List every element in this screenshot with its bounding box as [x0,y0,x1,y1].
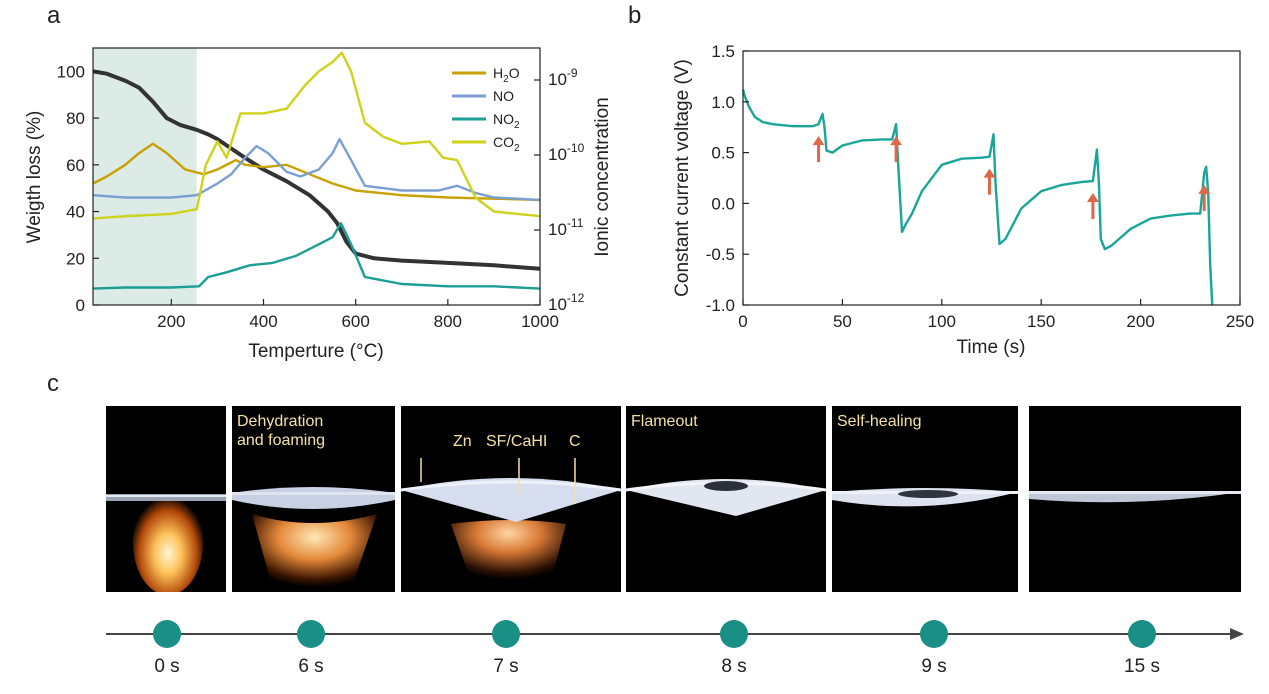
chart-b-ytick-label: 0.5 [711,144,735,163]
chart-a-y2tick-label: 10-9 [548,66,578,89]
photo-marker-sf-cahi: SF/CaHI [486,433,548,450]
chart-a-y2label: Ionic concentration [592,97,613,257]
chart-a-ytick-label: 20 [66,249,85,268]
chart-a-series-no2 [92,221,541,290]
chart-b-xtick-label: 50 [833,312,852,331]
chart-b-ticks: 0 50 100 150 200 250 -1.0 -0.5 0.0 0.5 1.0 1.5 [706,42,1254,331]
chart-a-y2tick-label: 10-12 [548,291,585,314]
chart-b-ytick-label: 1.0 [711,93,735,112]
chart-a-xtick-label: 800 [434,312,462,331]
chart-b-xtick-label: 200 [1126,312,1154,331]
chart-b-xtick-label: 150 [1027,312,1055,331]
timeline-dot [492,620,520,648]
photo-label-dehydration-line1: Dehydration [237,413,324,430]
timeline-label: 7 s [493,656,518,677]
panel-letter-b: b [628,2,642,29]
chart-b-ytick-label: 1.5 [711,42,735,61]
chart-b-ytick-label: -0.5 [706,245,735,264]
chart-a-ytick-label: 60 [66,156,85,175]
chart-b-arrow-head [1198,184,1211,194]
chart-a-ytick-label: 80 [66,109,85,128]
chart-a-frame [92,47,541,306]
chart-b-ylabel: Constant current voltage (V) [672,59,693,297]
photo-9s: Self-healing [832,406,1018,592]
timeline-label: 9 s [921,656,946,677]
chart-a-y2tick-label: 10-10 [548,141,585,164]
chart-a-legend: H2O NO NO2 CO2 [452,65,520,154]
photo-label-flameout: Flameout [631,413,698,430]
chart-b-series-group [741,89,1214,306]
photo-0s [106,406,226,592]
timeline-label: 6 s [298,656,323,677]
timeline-label: 0 s [154,656,179,677]
chart-a-ytick-label: 0 [76,296,85,315]
timeline-dot [1128,620,1156,648]
panel-letter-a: a [47,2,61,29]
photo-15s [1029,406,1241,592]
chart-a-xtick-label: 600 [341,312,369,331]
chart-a-ytick-label: 40 [66,203,85,222]
timeline-points: 0 s 6 s 7 s 8 s 9 s 15 s [153,620,1160,677]
chart-b-arrow-head [983,168,996,178]
chart-a-legend-label-co2: CO2 [493,134,520,154]
photo-marker-zn: Zn [453,433,472,450]
timeline-dot [153,620,181,648]
chart-b-arrows [812,136,1211,220]
chart-a-series-no [92,137,541,202]
timeline-dot [920,620,948,648]
timeline-label: 8 s [721,656,746,677]
chart-b-ytick-label: -1.0 [706,296,735,315]
chart-a-xtick-label: 200 [157,312,185,331]
timeline-label: 15 s [1124,656,1160,677]
chart-a-legend-label-h2o: H2O [493,65,520,85]
chart-a-xtick-label: 1000 [521,312,559,331]
chart-a-ytick-label: 100 [57,62,85,81]
chart-b-arrow-head [890,136,903,146]
chart-b: 0 50 100 150 200 250 -1.0 -0.5 0.0 0.5 1.0 1.5 Time… [672,42,1254,358]
chart-b-xtick-label: 100 [928,312,956,331]
chart-b-xlabel: Time (s) [957,337,1026,358]
chart-b-arrow-head [1086,193,1099,203]
photo-label-dehydration-line2: and foaming [237,432,326,449]
chart-b-ytick-label: 0.0 [711,194,735,213]
chart-a-legend-label-no2: NO2 [493,111,520,131]
chart-b-series-voltage [741,89,1214,306]
chart-a-series-weight [92,69,541,271]
chart-b-xtick-label: 0 [738,312,747,331]
chart-a-ticks: 200 400 600 800 1000 0 20 40 60 80 100 10-12 10-11 10… [57,62,585,331]
chart-b-frame [742,50,1241,306]
chart-a-legend-label-no: NO [493,88,514,104]
photo-label-dehydration: Dehydration and foaming [237,412,325,450]
chart-a-xtick-label: 400 [249,312,277,331]
timeline-dot [720,620,748,648]
panel-letter-c: c [47,370,59,397]
chart-b-xtick-label: 250 [1226,312,1254,331]
chart-a-ylabel: Weigth loss (%) [24,111,45,244]
chart-a-series-group [92,51,541,290]
photo-7s: Zn SF/CaHI C [401,406,621,592]
chart-a-y2tick-label: 10-11 [548,216,584,239]
photo-marker-c: C [569,433,581,450]
timeline-dot [297,620,325,648]
chart-b-arrow-head [812,136,825,146]
timeline: 0 s 6 s 7 s 8 s 9 s 15 s [106,620,1244,677]
timeline-arrowhead [1230,628,1244,640]
photo-label-self-healing: Self-healing [837,413,922,430]
chart-a-series-co2 [92,51,541,220]
chart-a-xlabel: Temperture (°C) [248,341,383,362]
chart-a: 200 400 600 800 1000 0 20 40 60 80 100 10-12 10-11 10… [24,47,613,362]
photo-8s: Flameout [626,406,826,592]
photo-6s: Dehydration and foaming [232,406,395,592]
